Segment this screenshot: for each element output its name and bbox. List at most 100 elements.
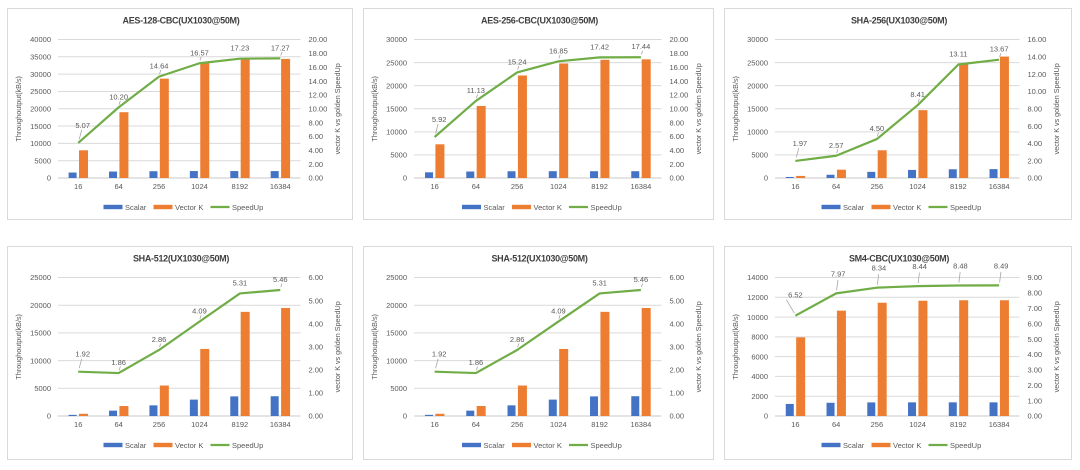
svg-text:SpeedUp: SpeedUp <box>232 203 263 212</box>
svg-text:8.48: 8.48 <box>953 262 968 271</box>
svg-text:16.00: 16.00 <box>309 63 328 72</box>
svg-text:14.00: 14.00 <box>1028 53 1047 62</box>
svg-text:SpeedUp: SpeedUp <box>950 203 981 212</box>
svg-text:0: 0 <box>47 412 51 421</box>
svg-text:18.00: 18.00 <box>670 49 689 58</box>
svg-text:2.00: 2.00 <box>309 366 324 375</box>
svg-text:256: 256 <box>871 420 884 429</box>
svg-text:256: 256 <box>511 182 524 191</box>
svg-text:vector K vs golden SpeedUp: vector K vs golden SpeedUp <box>1052 63 1061 154</box>
svg-text:15000: 15000 <box>386 329 407 338</box>
svg-text:6.00: 6.00 <box>670 132 685 141</box>
svg-text:2.86: 2.86 <box>510 335 525 344</box>
svg-text:5000: 5000 <box>390 151 407 160</box>
svg-text:4000: 4000 <box>751 372 768 381</box>
svg-text:8.00: 8.00 <box>670 118 685 127</box>
svg-text:15000: 15000 <box>747 104 768 113</box>
svg-text:Scalar: Scalar <box>125 441 147 450</box>
svg-text:17.44: 17.44 <box>631 42 650 51</box>
svg-text:2.00: 2.00 <box>670 366 685 375</box>
svg-text:14.00: 14.00 <box>670 77 689 86</box>
svg-text:15000: 15000 <box>386 104 407 113</box>
svg-text:5000: 5000 <box>34 156 51 165</box>
svg-text:8.49: 8.49 <box>994 261 1009 270</box>
svg-text:1.86: 1.86 <box>469 358 484 367</box>
svg-text:15.24: 15.24 <box>508 57 527 66</box>
svg-text:4.09: 4.09 <box>192 307 207 316</box>
svg-text:15000: 15000 <box>30 329 51 338</box>
svg-text:3.00: 3.00 <box>1028 366 1043 375</box>
svg-text:5.46: 5.46 <box>634 275 649 284</box>
svg-text:16: 16 <box>74 182 82 191</box>
svg-text:Vector K: Vector K <box>893 203 921 212</box>
svg-text:4.50: 4.50 <box>870 124 885 133</box>
svg-text:16: 16 <box>791 420 799 429</box>
svg-text:0: 0 <box>47 174 51 183</box>
svg-text:3.00: 3.00 <box>309 342 324 351</box>
svg-text:3.00: 3.00 <box>670 342 685 351</box>
svg-text:4.00: 4.00 <box>1028 139 1043 148</box>
svg-text:4.00: 4.00 <box>309 319 324 328</box>
svg-text:11.13: 11.13 <box>467 86 485 95</box>
svg-text:20000: 20000 <box>30 301 51 310</box>
svg-text:0.00: 0.00 <box>670 412 685 421</box>
svg-text:0.00: 0.00 <box>1028 412 1043 421</box>
svg-text:2.57: 2.57 <box>829 141 844 150</box>
svg-text:16384: 16384 <box>270 420 291 429</box>
svg-text:10000: 10000 <box>30 139 51 148</box>
svg-text:20000: 20000 <box>386 81 407 90</box>
svg-text:1.92: 1.92 <box>75 350 90 359</box>
svg-text:7.00: 7.00 <box>1028 304 1043 313</box>
svg-text:12.00: 12.00 <box>1028 70 1047 79</box>
svg-text:16: 16 <box>791 182 799 191</box>
svg-text:16384: 16384 <box>270 182 291 191</box>
svg-text:30000: 30000 <box>386 35 407 44</box>
svg-text:64: 64 <box>832 420 840 429</box>
svg-text:SpeedUp: SpeedUp <box>591 441 622 450</box>
svg-text:5000: 5000 <box>34 384 51 393</box>
svg-text:256: 256 <box>153 182 166 191</box>
svg-text:25000: 25000 <box>30 87 51 96</box>
svg-text:Scalar: Scalar <box>843 441 865 450</box>
svg-text:5.00: 5.00 <box>670 296 685 305</box>
svg-text:0: 0 <box>764 174 768 183</box>
svg-text:4.00: 4.00 <box>309 146 324 155</box>
svg-text:1.00: 1.00 <box>1028 396 1043 405</box>
svg-text:6.52: 6.52 <box>788 291 803 300</box>
svg-text:4.09: 4.09 <box>551 307 566 316</box>
svg-text:vector K vs golden SpeedUp: vector K vs golden SpeedUp <box>694 301 703 392</box>
svg-text:10000: 10000 <box>386 128 407 137</box>
svg-text:64: 64 <box>472 420 480 429</box>
svg-text:AES-128-CBC(UX1030@50M): AES-128-CBC(UX1030@50M) <box>123 15 240 25</box>
svg-text:16.00: 16.00 <box>670 63 689 72</box>
svg-text:40000: 40000 <box>30 35 51 44</box>
svg-text:10000: 10000 <box>386 356 407 365</box>
svg-text:35000: 35000 <box>30 53 51 62</box>
svg-text:SpeedUp: SpeedUp <box>591 203 622 212</box>
svg-text:12000: 12000 <box>747 293 768 302</box>
svg-text:Throughoutput(kB/s): Throughoutput(kB/s) <box>14 314 23 380</box>
svg-text:15000: 15000 <box>30 122 51 131</box>
svg-text:25000: 25000 <box>30 273 51 282</box>
svg-text:8000: 8000 <box>751 333 768 342</box>
svg-text:6.00: 6.00 <box>1028 122 1043 131</box>
svg-text:14.64: 14.64 <box>150 62 169 71</box>
svg-text:25000: 25000 <box>386 58 407 67</box>
svg-text:vector K vs golden SpeedUp: vector K vs golden SpeedUp <box>1052 301 1061 392</box>
svg-text:Vector K: Vector K <box>534 203 562 212</box>
svg-text:10000: 10000 <box>747 128 768 137</box>
svg-text:8.44: 8.44 <box>912 262 927 271</box>
svg-text:5.00: 5.00 <box>309 296 324 305</box>
svg-text:10.00: 10.00 <box>309 104 328 113</box>
svg-text:256: 256 <box>511 420 524 429</box>
svg-text:vector K vs golden SpeedUp: vector K vs golden SpeedUp <box>333 63 342 154</box>
svg-text:1.92: 1.92 <box>432 350 447 359</box>
svg-text:Scalar: Scalar <box>484 203 506 212</box>
svg-text:0: 0 <box>403 174 407 183</box>
svg-text:SM4-CBC(UX1030@50M): SM4-CBC(UX1030@50M) <box>849 253 949 263</box>
svg-text:5000: 5000 <box>751 151 768 160</box>
svg-text:1.97: 1.97 <box>793 139 808 148</box>
svg-text:12.00: 12.00 <box>309 91 328 100</box>
svg-text:0.00: 0.00 <box>1028 174 1043 183</box>
svg-text:2.00: 2.00 <box>1028 156 1043 165</box>
